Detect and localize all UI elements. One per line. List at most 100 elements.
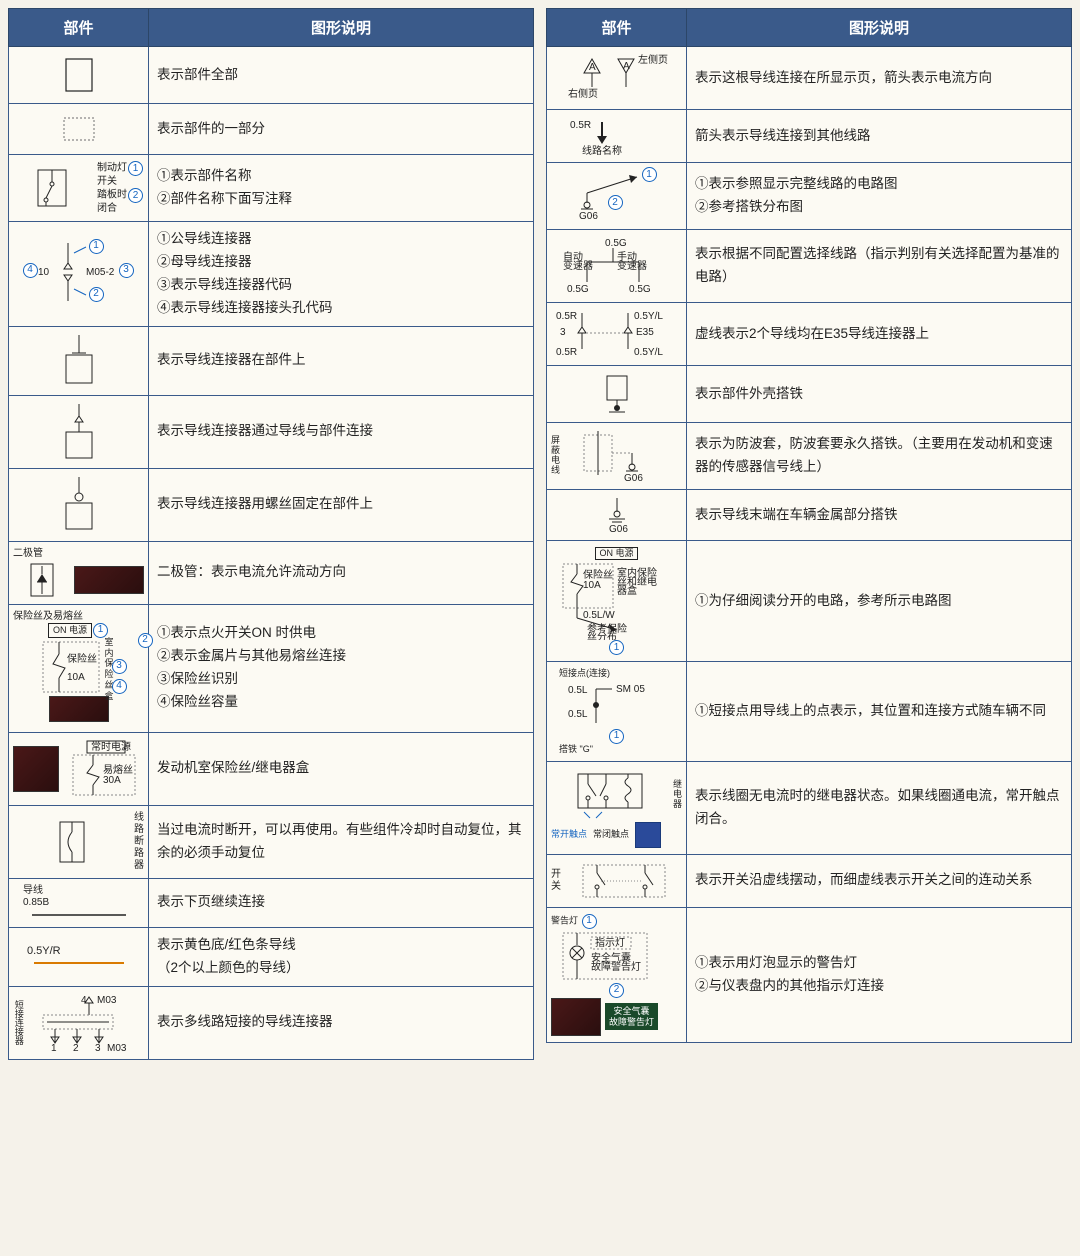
table-row: 短接点(连接) 0.5L SM 05 0.5L 1 搭铁 "G" ①短接点用导线… xyxy=(547,662,1072,762)
table-row: G06 1 2 ①表示参照显示完整线路的电路图②参考搭铁分布图 xyxy=(547,163,1072,230)
symbol-connector-via-wire xyxy=(9,395,149,468)
svg-text:3: 3 xyxy=(95,1043,101,1053)
header-row: 部件 图形说明 xyxy=(547,9,1072,47)
svg-text:指示灯: 指示灯 xyxy=(595,936,625,949)
svg-text:故障警告灯: 故障警告灯 xyxy=(591,960,641,973)
symbol-named-part: 制动灯1开关踏板时2闭合 xyxy=(9,155,149,222)
desc-cell: ①短接点用导线上的点表示，其位置和连接方式随车辆不同 xyxy=(687,662,1072,762)
svg-text:2: 2 xyxy=(73,1043,79,1053)
desc-cell: 发动机室保险丝/继电器盒 xyxy=(149,732,534,805)
desc-cell: 表示导线连接器通过导线与部件连接 xyxy=(149,395,534,468)
symbol-ground: G06 xyxy=(547,490,687,541)
svg-text:0.5G: 0.5G xyxy=(605,238,627,249)
table-row: 继电器 常开触点常闭触点 表示线圈无电流时的继电器状态。如果线圈通电流，常开触点… xyxy=(547,761,1072,854)
svg-text:0.5G: 0.5G xyxy=(567,284,589,295)
table-row: 表示部件全部 xyxy=(9,47,534,104)
table-row: 0.5R 线路名称 箭头表示导线连接到其他线路 xyxy=(547,110,1072,163)
svg-text:丝分布: 丝分布 xyxy=(587,631,617,640)
symbol-connector-on-part xyxy=(9,326,149,395)
svg-text:器盒: 器盒 xyxy=(617,584,637,597)
desc-cell: 箭头表示导线连接到其他线路 xyxy=(687,110,1072,163)
svg-text:M03: M03 xyxy=(97,995,117,1006)
table-row: 0.5R0.5Y/L 3 E35 0.5R0.5Y/L 虚线表示2个导线均在E3… xyxy=(547,303,1072,366)
svg-text:变速器: 变速器 xyxy=(617,259,647,272)
table-row: 表示导线连接器用螺丝固定在部件上 xyxy=(9,468,534,541)
desc-cell: 虚线表示2个导线均在E35导线连接器上 xyxy=(687,303,1072,366)
symbol-partial-part xyxy=(9,104,149,155)
svg-text:保险丝: 保险丝 xyxy=(67,652,97,665)
table-row: 表示导线连接器在部件上 xyxy=(9,326,534,395)
symbol-diode: 二极管 xyxy=(9,541,149,604)
table-row: ON 电源 保险丝10A 室内保险丝和继电器盒 0.5L/W 参考保险丝分布 1… xyxy=(547,541,1072,662)
table-row: G06 表示导线末端在车辆金属部分搭铁 xyxy=(547,490,1072,541)
symbol-relay: 继电器 常开触点常闭触点 xyxy=(547,761,687,854)
desc-cell: 表示开关沿虚线摆动，而细虚线表示开关之间的连动关系 xyxy=(687,854,1072,907)
svg-text:M05-2: M05-2 xyxy=(86,267,115,278)
svg-text:3: 3 xyxy=(560,327,566,338)
desc-cell: 表示线圈无电流时的继电器状态。如果线圈通电流，常开触点闭合。 xyxy=(687,761,1072,854)
svg-text:0.5R: 0.5R xyxy=(556,311,577,322)
symbol-case-ground xyxy=(547,366,687,423)
symbol-page-link: A A 左侧页 右侧页 xyxy=(547,47,687,110)
desc-cell: ①表示部件名称②部件名称下面写注释 xyxy=(149,155,534,222)
desc-cell: ①公导线连接器②母导线连接器③表示导线连接器代码④表示导线连接器接头孔代码 xyxy=(149,222,534,327)
desc-cell: ①为仔细阅读分开的电路，参考所示电路图 xyxy=(687,541,1072,662)
desc-cell: 表示根据不同配置选择线路（指示判别有关选择配置为基准的电路） xyxy=(687,230,1072,303)
table-row: 表示部件的一部分 xyxy=(9,104,534,155)
desc-cell: 表示黄色底/红色条导线（2个以上颜色的导线） xyxy=(149,927,534,986)
svg-text:1: 1 xyxy=(51,1043,57,1053)
desc-cell: 表示导线连接器用螺丝固定在部件上 xyxy=(149,468,534,541)
left-table: 部件 图形说明 表示部件全部 表示部件的一部分 制动灯1开关踏板时2闭合 ①表示… xyxy=(8,8,534,1060)
desc-cell: 表示导线连接器在部件上 xyxy=(149,326,534,395)
symbol-warning-lamp: 警告灯 1 指示灯 安全气囊故障警告灯 2 安全气囊故障警告灯 xyxy=(547,907,687,1042)
table-row: 短接连接器 4 M03 123 M03 表示多线路短接的导线连接器 xyxy=(9,986,534,1059)
symbol-ground-ref: G06 1 2 xyxy=(547,163,687,230)
table-row: 0.5G 自动变速器 手动变速器 0.5G0.5G 表示根据不同配置选择线路（指… xyxy=(547,230,1072,303)
table-row: 屏蔽电线 G06 表示为防波套，防波套要永久搭铁。（主要用在发动机和变速器的传感… xyxy=(547,423,1072,490)
desc-cell: ①表示用灯泡显示的警告灯②与仪表盘内的其他指示灯连接 xyxy=(687,907,1072,1042)
svg-text:A: A xyxy=(589,62,596,73)
symbol-wire-color: 0.5Y/R xyxy=(9,927,149,986)
svg-text:G06: G06 xyxy=(609,524,628,534)
table-row: 开关 表示开关沿虚线摆动，而细虚线表示开关之间的连动关系 xyxy=(547,854,1072,907)
svg-text:30A: 30A xyxy=(103,775,121,786)
col-part-header: 部件 xyxy=(9,9,149,47)
svg-text:0.5Y/L: 0.5Y/L xyxy=(634,347,663,358)
desc-cell: 表示部件全部 xyxy=(149,47,534,104)
svg-text:G06: G06 xyxy=(624,473,643,483)
symbol-switch: 开关 xyxy=(547,854,687,907)
table-row: 制动灯1开关踏板时2闭合 ①表示部件名称②部件名称下面写注释 xyxy=(9,155,534,222)
svg-text:E35: E35 xyxy=(636,327,654,338)
right-column: 部件 图形说明 A A 左侧页 右侧页 表示这根导线连接在所显示页，箭头表示电流… xyxy=(546,8,1072,1060)
desc-cell: 表示导线末端在车辆金属部分搭铁 xyxy=(687,490,1072,541)
svg-text:0.5R: 0.5R xyxy=(570,120,591,131)
desc-cell: 表示这根导线连接在所显示页，箭头表示电流方向 xyxy=(687,47,1072,110)
symbol-fuse-ref: ON 电源 保险丝10A 室内保险丝和继电器盒 0.5L/W 参考保险丝分布 1 xyxy=(547,541,687,662)
svg-text:线路名称: 线路名称 xyxy=(582,144,622,156)
desc-cell: ①表示点火开关ON 时供电②表示金属片与其他易熔丝连接③保险丝识别④保险丝容量 xyxy=(149,604,534,732)
symbol-shield: 屏蔽电线 G06 xyxy=(547,423,687,490)
table-row: 0.5Y/R 表示黄色底/红色条导线（2个以上颜色的导线） xyxy=(9,927,534,986)
symbol-wire-continue: 导线0.85B xyxy=(9,878,149,927)
desc-cell: ①表示参照显示完整线路的电路图②参考搭铁分布图 xyxy=(687,163,1072,230)
symbol-dashed-connector: 0.5R0.5Y/L 3 E35 0.5R0.5Y/L xyxy=(547,303,687,366)
symbol-config-select: 0.5G 自动变速器 手动变速器 0.5G0.5G xyxy=(547,230,687,303)
table-row: 保险丝及易熔丝 ON 电源1 保险丝 10A 室内保险丝盒 2 3 4 ①表示点… xyxy=(9,604,534,732)
table-row: 表示部件外壳搭铁 xyxy=(547,366,1072,423)
svg-text:0.5L: 0.5L xyxy=(568,685,588,696)
svg-text:0.5L/W: 0.5L/W xyxy=(583,610,615,621)
table-row: 二极管 二极管：表示电流允许流动方向 xyxy=(9,541,534,604)
desc-cell: 表示下页继续连接 xyxy=(149,878,534,927)
desc-cell: 二极管：表示电流允许流动方向 xyxy=(149,541,534,604)
right-table: 部件 图形说明 A A 左侧页 右侧页 表示这根导线连接在所显示页，箭头表示电流… xyxy=(546,8,1072,1043)
symbol-splice-connector: 短接连接器 4 M03 123 M03 xyxy=(9,986,149,1059)
symbol-fusible-link: 常时电源 易熔丝 30A xyxy=(9,732,149,805)
col-desc-header: 图形说明 xyxy=(687,9,1072,47)
svg-text:变速器: 变速器 xyxy=(563,259,593,272)
left-column: 部件 图形说明 表示部件全部 表示部件的一部分 制动灯1开关踏板时2闭合 ①表示… xyxy=(8,8,534,1060)
symbol-circuit-breaker: 线路断路器 xyxy=(9,805,149,878)
svg-text:0.5Y/L: 0.5Y/L xyxy=(634,311,663,322)
svg-text:10A: 10A xyxy=(67,672,85,683)
svg-text:0.5L: 0.5L xyxy=(568,709,588,720)
svg-text:右侧页: 右侧页 xyxy=(568,87,598,100)
